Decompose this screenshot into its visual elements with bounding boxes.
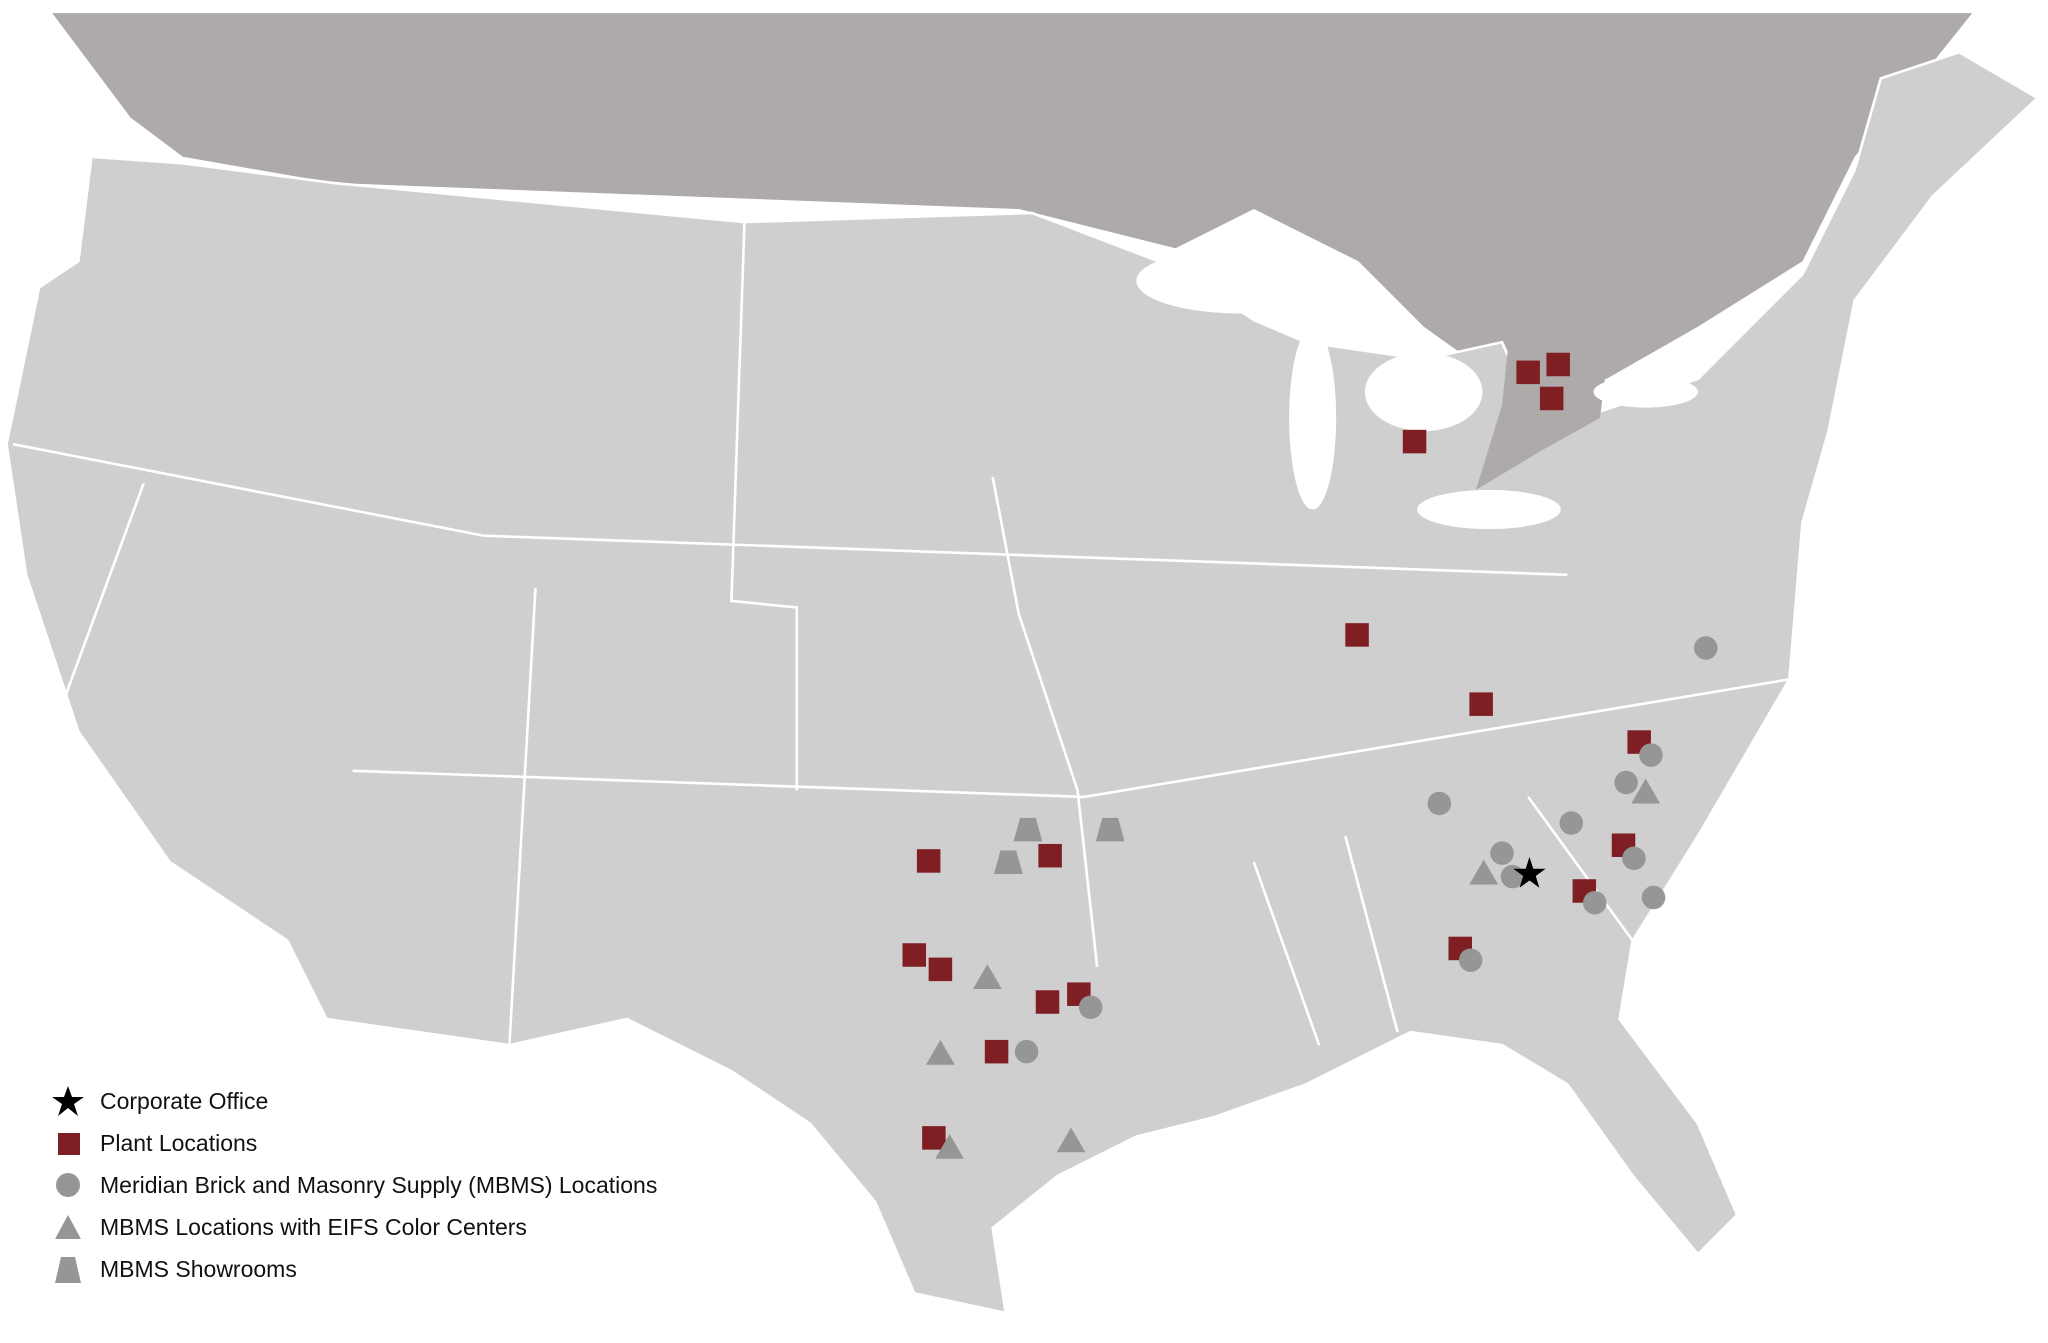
eifs-color-center-marker xyxy=(1056,1127,1086,1153)
plant-location-marker xyxy=(1469,692,1493,716)
plant-location-marker xyxy=(984,1039,1009,1064)
mbms-location-marker xyxy=(1639,743,1663,767)
plant-location-marker xyxy=(902,943,927,967)
united-states xyxy=(5,50,2040,1315)
eifs-color-center-marker xyxy=(1631,778,1661,804)
showroom-marker xyxy=(993,850,1023,874)
mbms-location-marker xyxy=(1458,948,1483,972)
plant-location-marker xyxy=(1546,352,1570,377)
mbms-location-marker xyxy=(1614,770,1638,795)
square-icon xyxy=(58,1133,80,1155)
ontario-peninsula xyxy=(1475,342,1607,490)
great-lakes xyxy=(1136,248,1698,530)
plant-location-marker xyxy=(1516,360,1540,385)
eifs-color-center-marker xyxy=(935,1133,964,1159)
triangle-icon xyxy=(55,1215,81,1239)
plant-location-marker xyxy=(1345,623,1369,647)
showroom-marker xyxy=(1013,817,1043,842)
legend-label: MBMS Showrooms xyxy=(100,1255,297,1282)
plant-location-marker xyxy=(1402,429,1427,454)
plant-location-marker xyxy=(1035,990,1060,1014)
eifs-color-center-marker xyxy=(973,964,1002,989)
mbms-location-marker xyxy=(1641,885,1666,910)
mbms-location-marker xyxy=(1490,841,1514,865)
legend-item-showrooms: MBMS Showrooms xyxy=(50,1248,657,1290)
legend-item-corporate-office: Corporate Office xyxy=(50,1080,657,1122)
plant-location-marker xyxy=(1539,386,1564,411)
legend-item-eifs-color-centers: MBMS Locations with EIFS Color Centers xyxy=(50,1206,657,1248)
legend: Corporate Office Plant Locations Meridia… xyxy=(50,1080,657,1290)
plant-location-marker xyxy=(916,849,941,873)
showroom-marker xyxy=(1095,817,1125,842)
circle-icon xyxy=(56,1173,80,1197)
mbms-location-marker xyxy=(1559,811,1584,835)
mbms-location-marker xyxy=(1427,791,1452,816)
mbms-location-marker xyxy=(1014,1039,1039,1064)
location-markers xyxy=(902,352,1718,1159)
plant-location-marker xyxy=(928,957,953,982)
mbms-location-marker xyxy=(1078,995,1103,1020)
legend-label: Plant Locations xyxy=(100,1129,258,1156)
legend-item-mbms-locations: Meridian Brick and Masonry Supply (MBMS)… xyxy=(50,1164,657,1206)
star-icon xyxy=(52,1086,84,1116)
mbms-location-marker xyxy=(1583,890,1607,915)
canada-region xyxy=(52,13,1973,392)
legend-label: MBMS Locations with EIFS Color Centers xyxy=(100,1213,527,1240)
plant-location-marker xyxy=(1038,843,1062,868)
legend-label: Meridian Brick and Masonry Supply (MBMS)… xyxy=(100,1171,658,1198)
mbms-location-marker xyxy=(1694,636,1718,660)
state-borders xyxy=(12,222,1790,1046)
corporate-office-marker xyxy=(1513,857,1546,888)
eifs-color-center-marker xyxy=(1469,859,1499,885)
plant-location-marker xyxy=(922,1126,946,1150)
eifs-color-center-marker xyxy=(926,1039,955,1065)
legend-label: Corporate Office xyxy=(100,1087,269,1114)
legend-item-plant-locations: Plant Locations xyxy=(50,1122,657,1164)
trapezoid-icon xyxy=(55,1257,81,1283)
mbms-location-marker xyxy=(1622,846,1646,871)
